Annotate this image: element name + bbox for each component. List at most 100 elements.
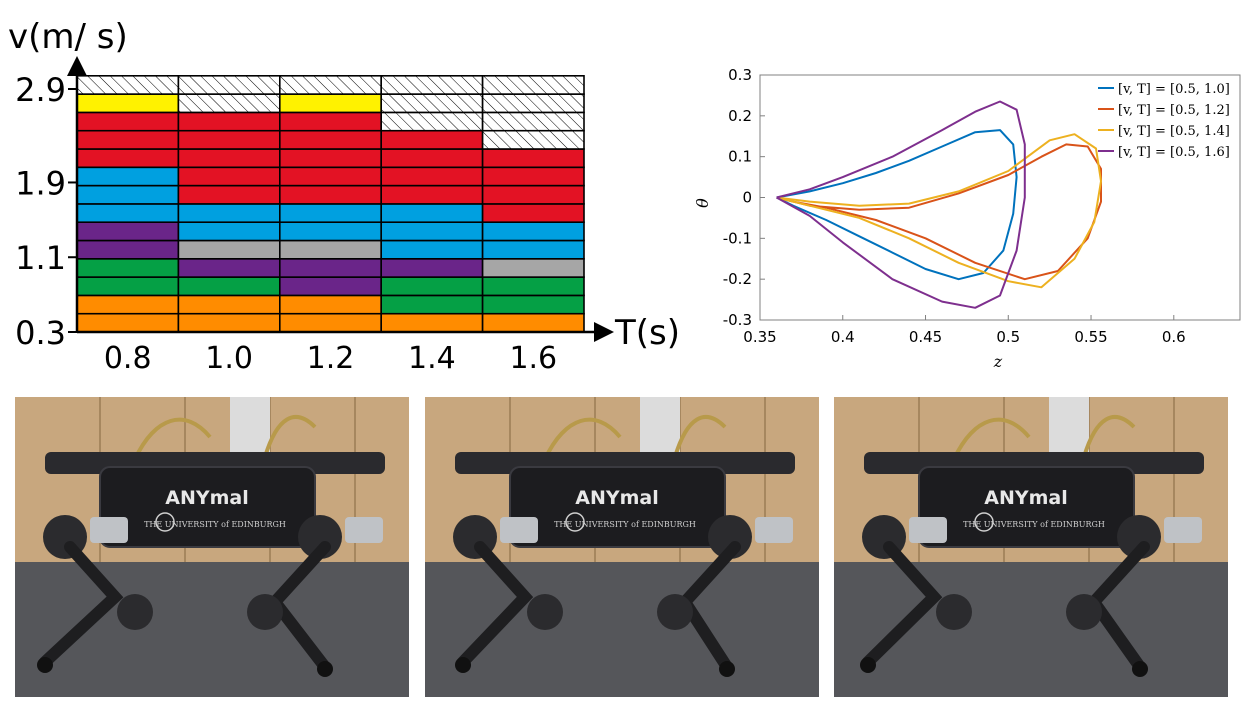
hip-actuator (1117, 515, 1161, 559)
anymal-logo: ANYmal (165, 487, 249, 509)
x-axis-arrow (594, 322, 614, 342)
grid-cell-gray (481, 257, 585, 278)
y-tick-label: -0.1 (723, 229, 752, 247)
limit-cycle-chart: 0.35 0.4 0.45 0.5 0.55 0.6 0.3 0.2 0.1 0 -0.1 -0.2 -… (693, 66, 1241, 371)
y-tick-label: -0.3 (723, 311, 752, 329)
floor (425, 562, 819, 697)
grid-cell-blue (76, 166, 180, 187)
foot (455, 657, 471, 673)
y-tick-label: 1.9 (15, 164, 66, 202)
grid-cell-orange (481, 312, 585, 333)
knee-actuator (755, 517, 793, 543)
grid-cell-red (481, 203, 585, 223)
knee-joint (936, 594, 972, 630)
grid-cell-orange (76, 312, 180, 333)
grid-cell-red (481, 148, 585, 169)
university-caption: THE UNIVERSITY of EDINBURGH (963, 520, 1105, 529)
grid-cell-green (481, 294, 585, 315)
university-caption: THE UNIVERSITY of EDINBURGH (554, 520, 696, 529)
knee-actuator (1164, 517, 1202, 543)
university-caption: THE UNIVERSITY of EDINBURGH (144, 520, 286, 529)
grid-cell-blue (380, 239, 484, 260)
grid-cell-red (278, 111, 382, 132)
hip-actuator (298, 515, 342, 559)
grid-cell-red (177, 148, 281, 169)
grid-axes: v(m/ s) T(s) (8, 17, 680, 353)
anymal-logo: ANYmal (575, 487, 659, 509)
grid-cell-blue (481, 221, 585, 242)
grid-cell-blue (278, 203, 382, 223)
x-tick-label: 1.4 (408, 341, 456, 376)
grid-cell-hatched (481, 93, 585, 114)
grid-cell-blue (278, 221, 382, 242)
y-axis-label: v(m/ s) (8, 17, 128, 57)
grid-cell-orange (380, 312, 484, 333)
robot-photo-3: ANYmal THE UNIVERSITY of EDINBURGH (834, 397, 1228, 697)
series-line-3 (776, 133, 1102, 289)
grid-cell-red (278, 166, 382, 187)
grid-cell-red (380, 184, 484, 205)
robot-photo-2: ANYmal THE UNIVERSITY of EDINBURGH (425, 397, 819, 697)
legend-label: [v, T] = [0.5, 1.0] (1118, 82, 1230, 97)
grid-cell-yellow (278, 93, 382, 114)
cable (952, 415, 1136, 460)
grid-cell-hatched (481, 129, 585, 150)
grid-cell-orange (76, 294, 180, 315)
grid-cell-hatched (177, 93, 281, 114)
foot (860, 657, 876, 673)
grid-cell-blue (380, 221, 484, 242)
grid-cell-green (76, 257, 180, 278)
x-axis-label: T(s) (614, 313, 680, 353)
foot (37, 657, 53, 673)
grid-cell-red (278, 148, 382, 169)
grid-cell-purple (76, 239, 180, 260)
x-tick-label: 0.6 (1162, 328, 1186, 346)
anymal-logo: ANYmal (984, 487, 1068, 509)
grid-cell-blue (380, 203, 484, 223)
grid-cell-green (177, 276, 281, 297)
x-tick-label: 1.0 (205, 341, 253, 376)
legend-label: [v, T] = [0.5, 1.6] (1118, 145, 1230, 160)
grid-cell-red (380, 148, 484, 169)
robot-body (509, 466, 726, 548)
grid-cell-red (177, 111, 281, 132)
grid-cell-red (76, 111, 180, 132)
grid-cells (76, 75, 585, 333)
grid-cell-red (76, 148, 180, 169)
grid-cell-hatched (177, 75, 281, 95)
grid-cell-orange (177, 294, 281, 315)
grid-cell-blue (481, 239, 585, 260)
grid-cell-yellow (76, 93, 180, 114)
y-axis-label: θ (693, 198, 712, 208)
knee-joint (1066, 594, 1102, 630)
y-tick-label: 0.3 (15, 314, 66, 352)
grid-cell-red (380, 129, 484, 150)
grid-cell-purple (278, 276, 382, 297)
grid-cell-green (76, 276, 180, 297)
robot-photo-1: ANYmal THE UNIVERSITY of EDINBURGH (15, 397, 409, 697)
grid-cell-hatched (481, 111, 585, 132)
legend: [v, T] = [0.5, 1.0] [v, T] = [0.5, 1.2] [v… (1098, 82, 1230, 160)
grid-cell-gray (177, 239, 281, 260)
grid-cell-red (481, 184, 585, 205)
series-line-4 (776, 100, 1026, 309)
grid-cell-orange (278, 294, 382, 315)
grid-cell-blue (177, 221, 281, 242)
grid-cell-red (278, 129, 382, 150)
grid-cell-green (380, 294, 484, 315)
grid-cell-purple (278, 257, 382, 278)
cable (133, 415, 317, 460)
grid-cell-orange (177, 312, 281, 333)
knee-joint (657, 594, 693, 630)
grid-cell-green (481, 276, 585, 297)
front-leg (457, 541, 534, 668)
grid-cell-orange (278, 312, 382, 333)
x-tick-label: 0.8 (104, 341, 152, 376)
y-tick-label: -0.2 (723, 270, 752, 288)
front-leg (862, 541, 943, 668)
grid-cell-blue (76, 184, 180, 205)
foot (1132, 661, 1148, 677)
series-line-2 (776, 143, 1102, 281)
hip-actuator (708, 515, 752, 559)
knee-joint (247, 594, 283, 630)
